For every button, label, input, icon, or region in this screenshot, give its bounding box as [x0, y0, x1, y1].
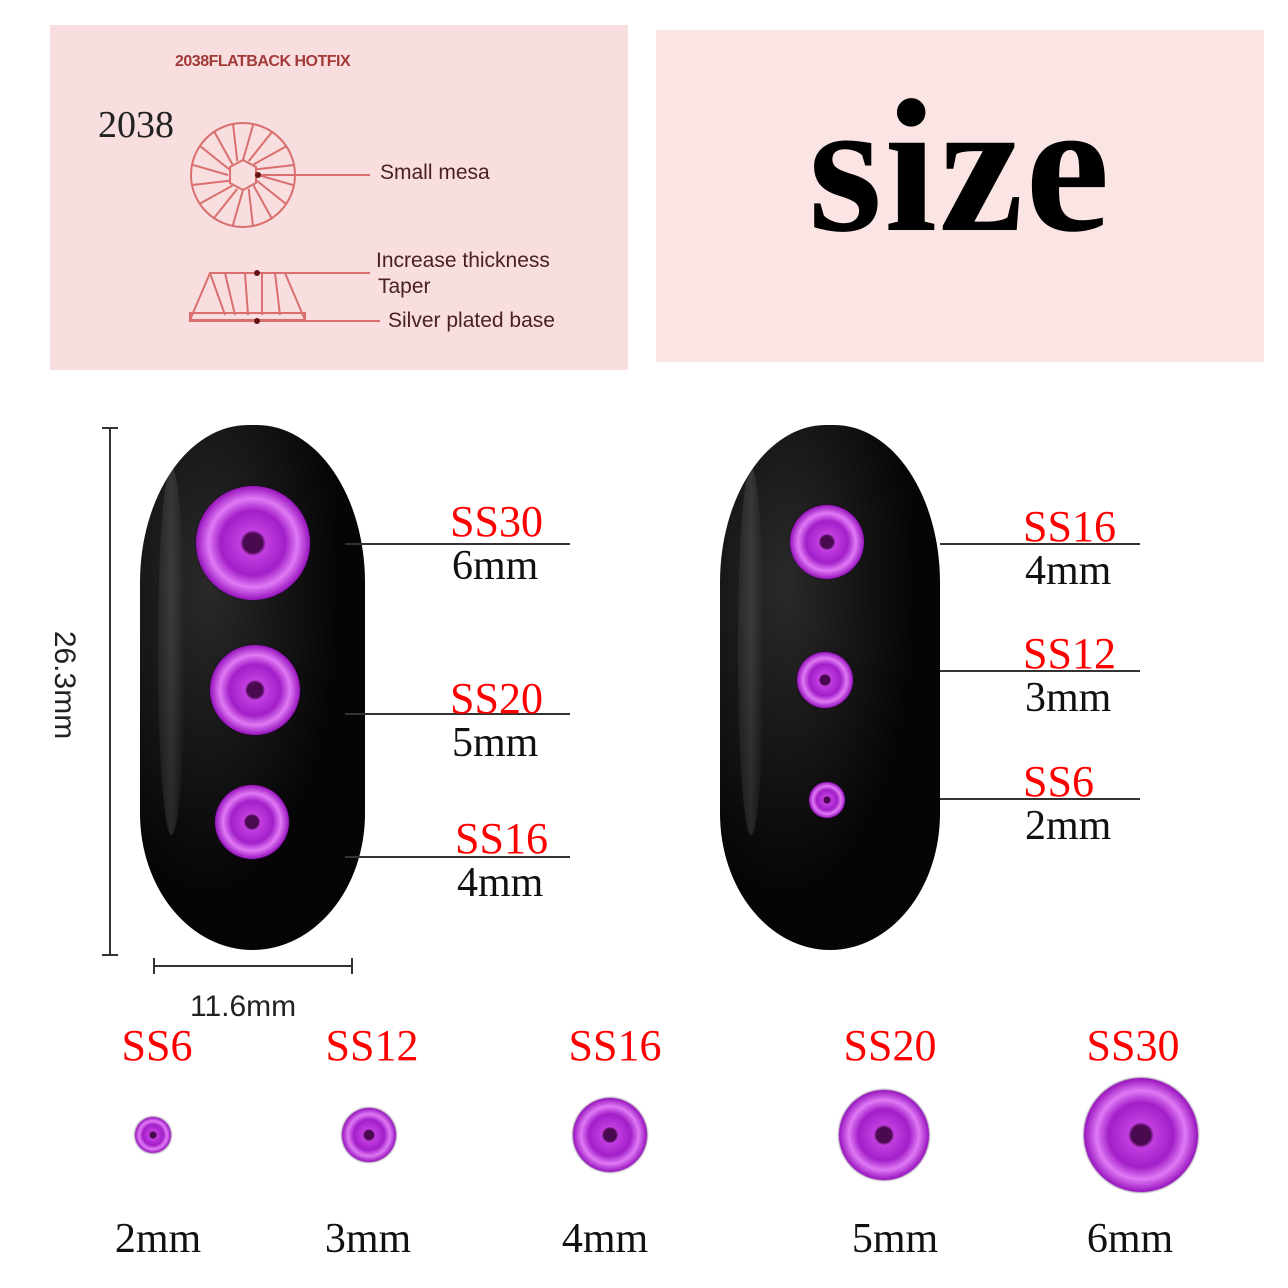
rhinestone-sample-2: [573, 1098, 647, 1172]
model-number: 2038: [98, 104, 174, 146]
ss-label: SS6: [1023, 757, 1094, 806]
rhinestone-left-2: [215, 785, 289, 859]
label-increase-thickness: Increase thickness: [376, 249, 550, 272]
label-silver-plated-base: Silver plated base: [388, 309, 555, 332]
mm-label: 2mm: [114, 1216, 202, 1262]
diagram-title: 2038FLATBACK HOTFIX: [175, 53, 351, 70]
facet-line: [256, 179, 287, 205]
mm-label: 2mm: [1025, 803, 1112, 849]
facet-line: [242, 123, 255, 161]
ss-label: SS30: [450, 497, 543, 546]
leader-line: [940, 543, 1140, 545]
rhinestone-right-0: [790, 505, 864, 579]
diagram-panel: 2038FLATBACK HOTFIX 2038 Small mesa Incr…: [50, 25, 628, 370]
rhinestone-right-1: [797, 652, 853, 708]
mm-label: 5mm: [851, 1216, 939, 1262]
leader-line: [345, 856, 570, 858]
height-dimension-label: 26.3mm: [48, 630, 82, 740]
facet-line: [199, 145, 230, 171]
facet-line: [257, 174, 295, 187]
rhinestone-left-0: [196, 486, 310, 600]
ss-label: SS20: [450, 674, 543, 723]
ss-label: SS16: [455, 814, 548, 863]
ss-label: SS12: [1023, 629, 1116, 678]
ss-label: SS30: [1086, 1021, 1180, 1070]
leader-line: [940, 670, 1140, 672]
label-taper: Taper: [378, 275, 431, 298]
mm-label: 3mm: [324, 1216, 412, 1262]
facet-line: [253, 145, 287, 166]
height-tick-top: [102, 427, 118, 429]
mm-label: 6mm: [1086, 1216, 1174, 1262]
width-dimension-line: [153, 965, 353, 967]
rhinestone-sample-3: [839, 1090, 929, 1180]
facet-line: [199, 184, 233, 205]
facet-line: [231, 189, 244, 227]
width-dimension-label: 11.6mm: [190, 990, 297, 1023]
facet-line: [256, 164, 295, 171]
size-heading: size: [808, 62, 1112, 272]
height-tick-bottom: [102, 954, 118, 956]
facet-line: [213, 188, 239, 219]
facet-line: [247, 131, 273, 162]
facet-line: [252, 185, 273, 219]
facet-line: [191, 179, 230, 186]
height-dimension-line: [109, 427, 111, 955]
leader-line: [345, 713, 570, 715]
ss-label: SS16: [568, 1021, 662, 1070]
rhinestone-right-2: [809, 782, 845, 818]
mm-label: 4mm: [1025, 548, 1112, 594]
size-heading-panel: size: [656, 30, 1264, 362]
mm-label: 4mm: [561, 1216, 649, 1262]
facet-line: [213, 131, 234, 165]
width-tick-left: [153, 958, 155, 974]
facet-line: [247, 188, 254, 227]
leader-line: [345, 543, 570, 545]
ss-label: SS6: [121, 1021, 193, 1070]
ss-label: SS16: [1023, 502, 1116, 551]
ss-label: SS20: [843, 1021, 937, 1070]
mm-label: 6mm: [452, 543, 539, 589]
leader-line: [940, 798, 1140, 800]
mm-label: 5mm: [452, 720, 539, 766]
rhinestone-sample-0: [135, 1117, 171, 1153]
ss-label: SS12: [325, 1021, 419, 1070]
label-small-mesa: Small mesa: [380, 161, 490, 184]
facet-line: [232, 123, 239, 162]
rhinestone-sample-4: [1084, 1078, 1198, 1192]
rhinestone-sample-1: [342, 1108, 396, 1162]
mm-label: 4mm: [457, 860, 544, 906]
rhinestone-left-1: [210, 645, 300, 735]
width-tick-right: [351, 958, 353, 974]
mm-label: 3mm: [1025, 675, 1112, 721]
facet-line: [191, 163, 229, 176]
rhinestone-diagram: [188, 122, 380, 324]
